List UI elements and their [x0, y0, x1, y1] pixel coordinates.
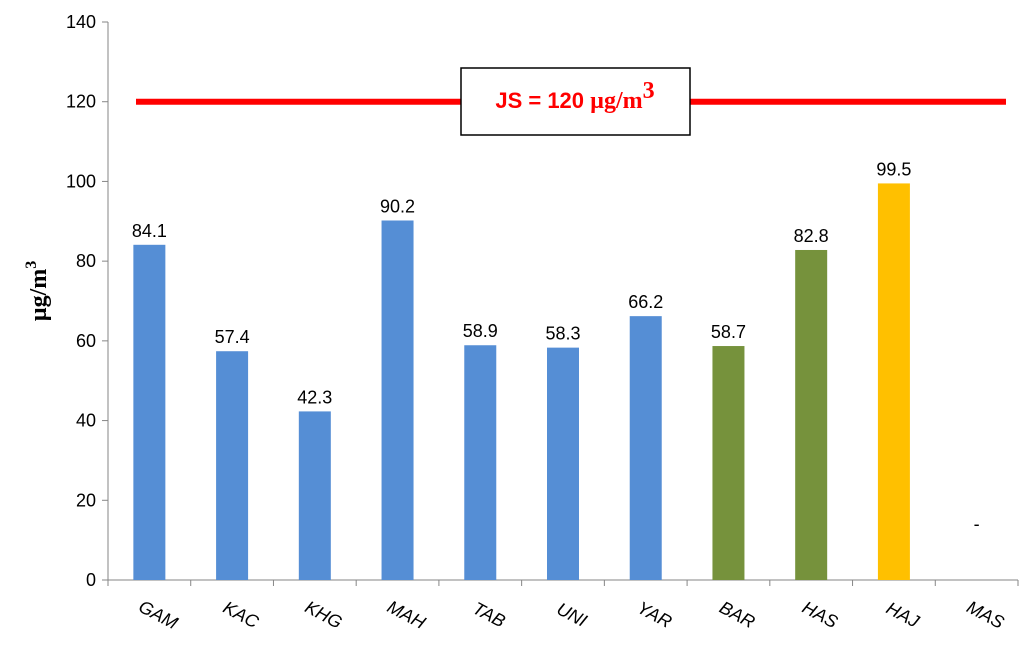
bar-bar [712, 346, 745, 580]
x-tick-label-kac: KAC [220, 597, 263, 633]
data-label-tab: 58.9 [463, 321, 498, 341]
y-tick-label: 80 [76, 251, 96, 271]
data-label-uni: 58.3 [545, 324, 580, 344]
bar-khg [298, 411, 331, 580]
bar-haj [877, 183, 910, 580]
data-label-mah: 90.2 [380, 196, 415, 216]
y-tick-label: 100 [66, 171, 96, 191]
reference-label-box [460, 67, 691, 136]
y-tick-label: 0 [86, 570, 96, 590]
y-tick-label: 40 [76, 411, 96, 431]
reference-label-value: JS = 120 [495, 88, 590, 113]
bar-yar [629, 316, 662, 580]
x-tick-label-tab: TAB [470, 598, 509, 631]
data-label-haj: 99.5 [876, 159, 911, 179]
x-axis-ticks: GAM KAC KHG MAH TAB UNI YAR BAR HAS HAJ MAS [107, 580, 1019, 633]
data-label-yar: 66.2 [628, 292, 663, 312]
y-axis-ticks: 0 20 40 60 80 100 120 140 [66, 12, 108, 590]
x-tick-label-uni: UNI [553, 599, 590, 631]
y-tick-label: 20 [76, 490, 96, 510]
x-tick-label-bar: BAR [716, 597, 758, 632]
x-tick-label-haj: HAJ [883, 598, 923, 632]
data-label-kac: 57.4 [215, 327, 250, 347]
bar-kac [216, 351, 249, 580]
x-tick-label-khg: KHG [302, 597, 346, 633]
bar-has [795, 249, 828, 581]
bar-uni [547, 347, 579, 580]
reference-label-unit: µg/m [590, 88, 643, 114]
reference-line-group: JS = 120 µg/m3 [136, 67, 1006, 136]
y-axis-label: µg/m3 [23, 261, 52, 322]
data-label-mas: - [974, 514, 980, 534]
x-tick-label-yar: YAR [634, 597, 675, 632]
reference-label: JS = 120 µg/m3 [495, 78, 654, 114]
data-label-gam: 84.1 [132, 221, 167, 241]
x-tick-label-gam: GAM [135, 596, 181, 633]
y-tick-label: 120 [66, 92, 96, 112]
x-tick-label-has: HAS [799, 597, 841, 632]
data-label-bar: 58.7 [711, 322, 746, 342]
y-tick-label: 140 [66, 12, 96, 32]
x-tick-label-mah: MAH [384, 596, 430, 633]
x-tick-label-mas: MAS [964, 597, 1008, 633]
data-labels: 84.1 57.4 42.3 90.2 58.9 58.3 66.2 58.7 82.8 99.5… [132, 159, 980, 534]
data-label-khg: 42.3 [297, 387, 332, 407]
bar-gam [133, 244, 166, 580]
y-tick-label: 60 [76, 331, 96, 351]
bar-mah [381, 220, 414, 580]
data-label-has: 82.8 [794, 226, 829, 246]
bar-tab [464, 345, 497, 580]
bars [133, 183, 910, 581]
reference-label-sup: 3 [643, 78, 655, 104]
